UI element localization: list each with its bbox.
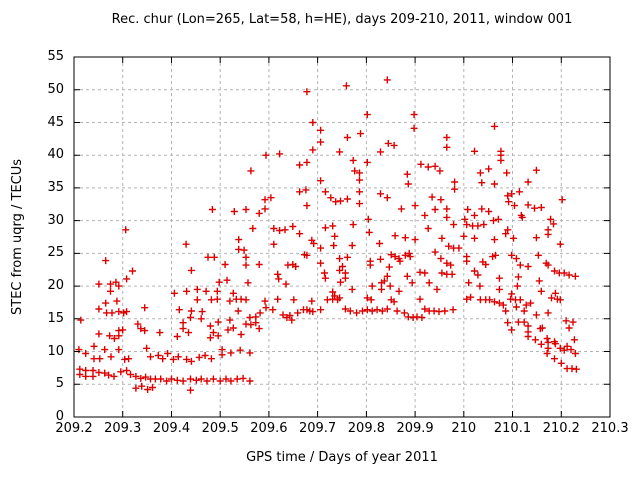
x-tick-label: 209.9 xyxy=(396,421,434,436)
y-tick-label: 10 xyxy=(47,343,64,359)
x-tick-label: 210.3 xyxy=(591,421,629,436)
y-tick-label: 45 xyxy=(47,114,64,130)
x-tick-label: 209.5 xyxy=(201,421,239,436)
y-tick-label: 35 xyxy=(47,179,64,195)
x-tick-label: 209.8 xyxy=(347,421,385,436)
x-tick-label: 210.1 xyxy=(493,421,532,436)
grid-lines xyxy=(74,57,610,417)
plot-frame xyxy=(73,56,611,418)
x-tick-label: 210 xyxy=(451,421,477,436)
y-tick-label: 50 xyxy=(47,81,64,97)
y-tick-label: 25 xyxy=(47,245,64,261)
y-tick-label: 30 xyxy=(47,212,64,228)
y-tick-label: 20 xyxy=(47,278,64,294)
chart-title: Rec. chur (Lon=265, Lat=58, h=HE), days … xyxy=(111,12,573,27)
x-tick-label: 209.2 xyxy=(55,421,93,436)
y-tick-label: 0 xyxy=(55,409,64,424)
tick-marks xyxy=(73,56,611,418)
y-tick-label: 40 xyxy=(47,147,64,163)
x-tick-label: 209.7 xyxy=(298,421,337,436)
x-tick-label: 210.2 xyxy=(542,421,580,436)
x-tick-label: 209.6 xyxy=(250,421,288,436)
y-tick-label: 55 xyxy=(47,49,64,64)
x-tick-label: 209.3 xyxy=(104,421,142,436)
y-tick-label: 15 xyxy=(47,310,64,326)
data-points xyxy=(75,76,580,394)
x-axis-label: GPS time / Days of year 2011 xyxy=(246,450,438,465)
y-tick-label: 5 xyxy=(55,376,64,392)
x-tick-label: 209.4 xyxy=(152,421,191,436)
